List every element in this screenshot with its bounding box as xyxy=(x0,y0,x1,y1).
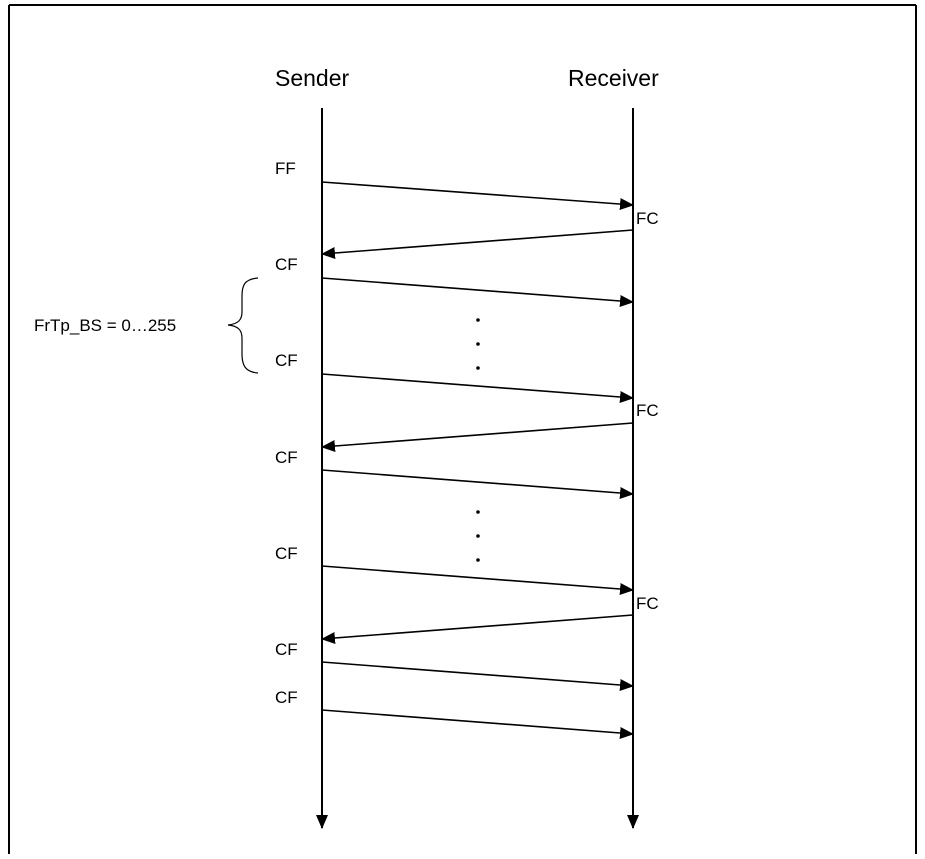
message-arrow xyxy=(321,373,634,403)
message-arrow xyxy=(321,661,634,691)
message-label: CF xyxy=(275,255,298,274)
message-arrow xyxy=(321,565,634,595)
message-arrow xyxy=(321,422,634,452)
message-arrow xyxy=(321,469,634,499)
message-label: CF xyxy=(275,640,298,659)
continuation-dots xyxy=(476,318,480,370)
message-arrow xyxy=(321,181,634,211)
message-label: FF xyxy=(275,159,296,178)
message-arrow xyxy=(321,709,634,739)
message-label: CF xyxy=(275,544,298,563)
message-label: FC xyxy=(636,209,659,228)
sender-label: Sender xyxy=(275,65,350,91)
block-size-brace xyxy=(227,277,259,374)
message-label: FC xyxy=(636,594,659,613)
message-label: FC xyxy=(636,401,659,420)
message-label: CF xyxy=(275,351,298,370)
message-label: CF xyxy=(275,688,298,707)
block-size-label: FrTp_BS = 0…255 xyxy=(34,316,176,335)
continuation-dots xyxy=(476,510,480,562)
receiver-label: Receiver xyxy=(568,65,659,91)
message-label: CF xyxy=(275,448,298,467)
message-arrow xyxy=(321,277,634,307)
message-arrow xyxy=(321,614,634,644)
message-arrow xyxy=(321,229,634,259)
